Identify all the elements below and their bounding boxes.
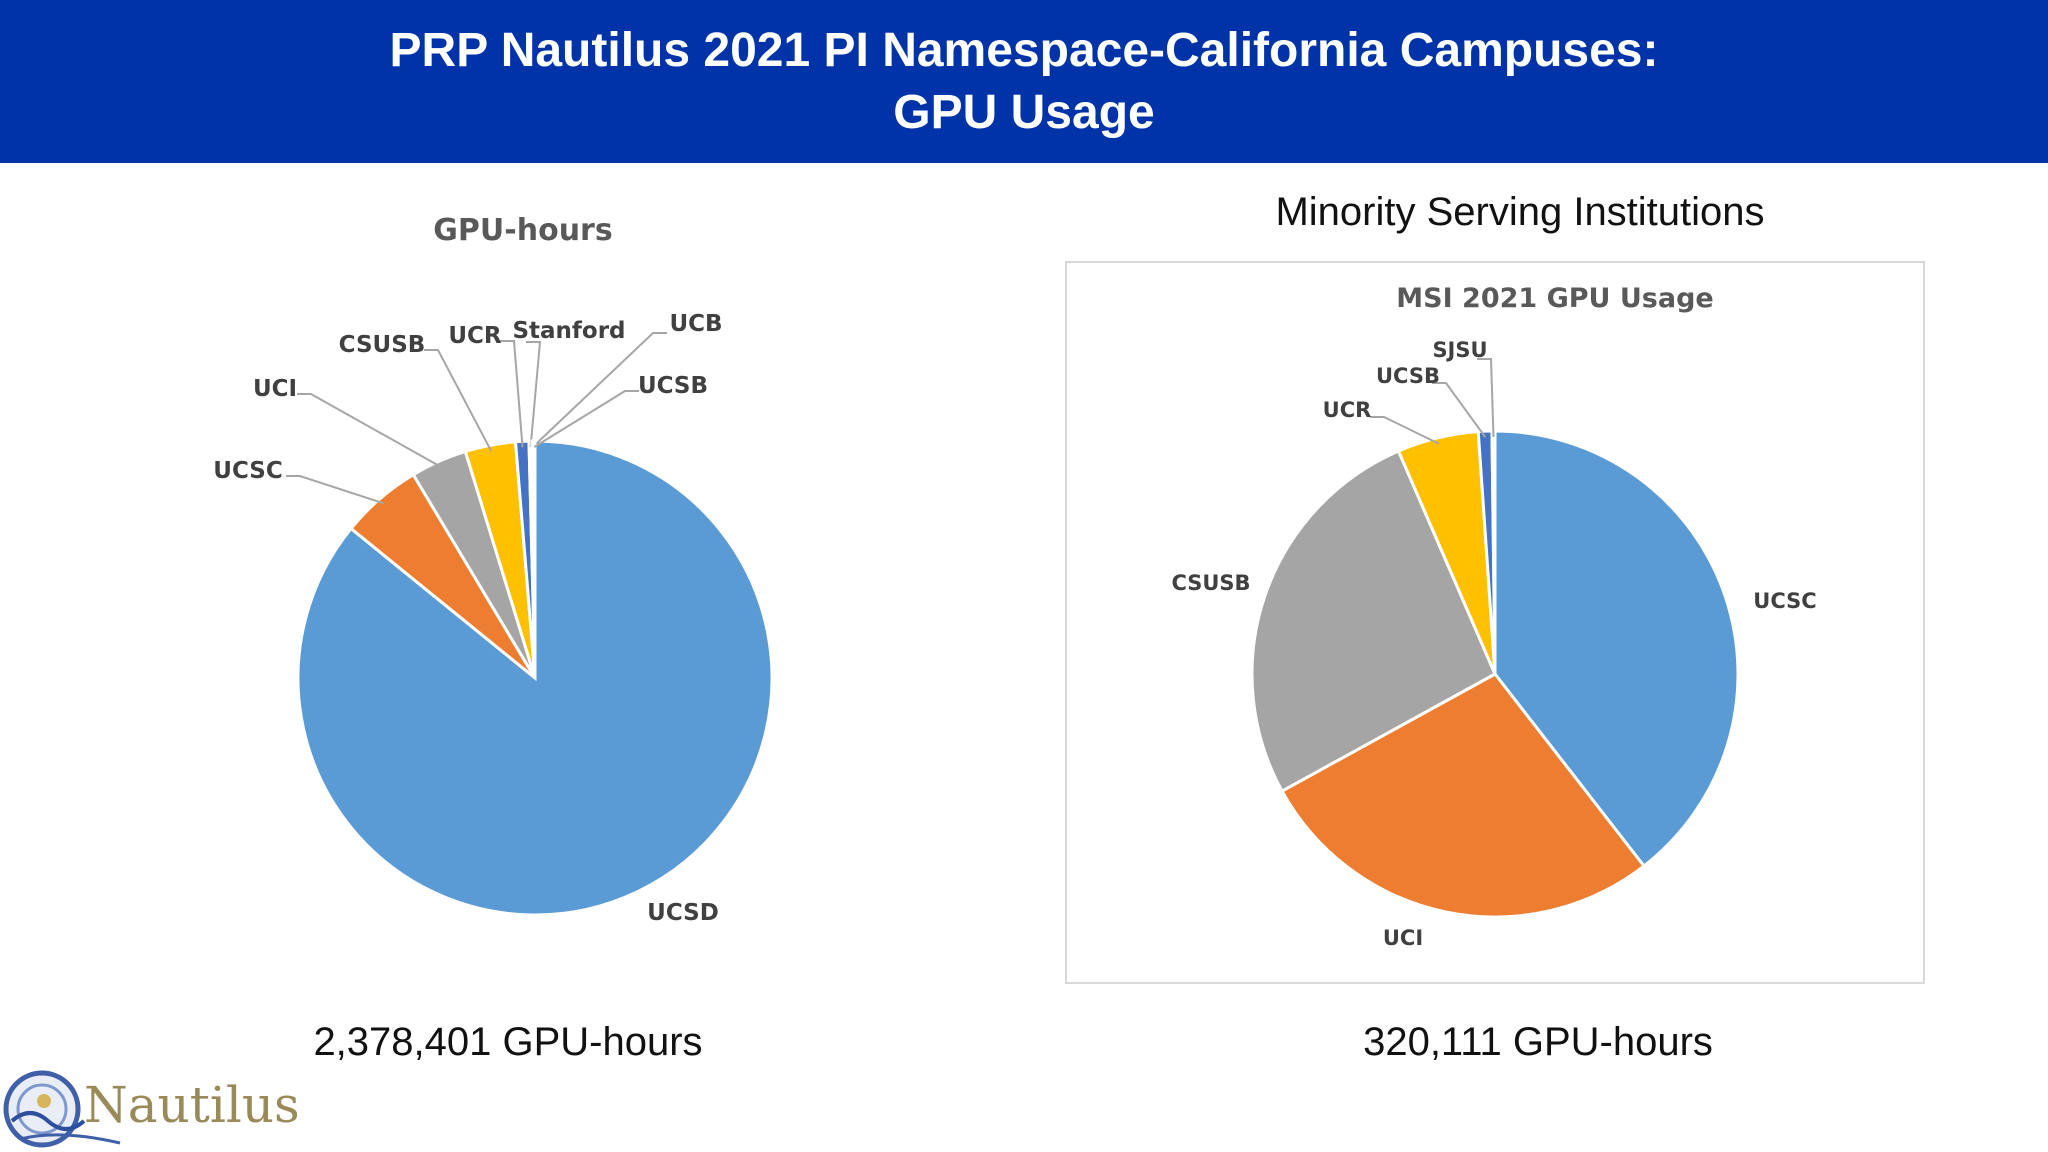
leader-line-ucsb [533, 390, 639, 448]
pie-slice-ucsc [1493, 429, 1740, 869]
nautilus-logo-text: Nautilus [84, 1076, 300, 1134]
slice-label-csusb: CSUSB [339, 332, 426, 358]
leader-line-sjsu [1477, 358, 1495, 438]
left-total-gpu-hours: 2,378,401 GPU-hours [313, 1020, 703, 1064]
slice-label-ucsb: UCSB [638, 373, 708, 399]
slice-label-stanford: Stanford [512, 318, 625, 344]
slice-label-ucsc: UCSC [213, 458, 282, 484]
header-banner: PRP Nautilus 2021 PI Namespace-Californi… [0, 0, 2048, 163]
pie-slice-ucsb [531, 439, 537, 679]
msi-heading: Minority Serving Institutions [1275, 190, 1765, 234]
header-title-line2: GPU Usage [893, 85, 1155, 139]
leader-line-ucb [532, 332, 667, 448]
slice-label-csusb: CSUSB [1171, 571, 1250, 595]
slice-label-ucsc: UCSC [1753, 589, 1816, 613]
chart-title: MSI 2021 GPU Usage [1396, 283, 1713, 314]
leader-line-ucsb [1432, 382, 1487, 438]
slice-label-uci: UCI [253, 376, 297, 402]
gpu-hours-pie-chart: GPU-hours UCSD UCSC UCI CSUSB UCR Stanford UCB U… [213, 213, 774, 926]
pie-slice-uci [1280, 672, 1647, 919]
leader-line-ucr [1370, 416, 1440, 445]
slice-label-ucsd: UCSD [647, 900, 719, 926]
msi-gpu-usage-pie-chart: MSI 2021 GPU Usage UCSC UCI CSUSB UCRUCSBSJS… [1171, 283, 1816, 950]
chart-title: GPU-hours [433, 213, 612, 248]
leader-line-ucr [500, 340, 524, 448]
slice-label-ucr: UCR [448, 323, 502, 349]
leader-line-uci [297, 393, 442, 468]
leader-line-csusb [424, 349, 493, 452]
slice-label-uci: UCI [1383, 926, 1423, 950]
nautilus-logo-emblem [3, 1070, 121, 1148]
slice-label-ucb: UCB [669, 311, 722, 337]
leader-line-stanford [526, 341, 542, 448]
right-total-gpu-hours: 320,111 GPU-hours [1363, 1020, 1713, 1064]
header-title-line1: PRP Nautilus 2021 PI Namespace-Californi… [389, 23, 1659, 77]
slice-label-ucsb: UCSB [1376, 364, 1440, 388]
slice-label-sjsu: SJSU [1432, 338, 1487, 362]
slice-label-ucr: UCR [1323, 398, 1372, 422]
leader-line-ucsc [286, 475, 385, 505]
msi-chart-frame [1065, 261, 1925, 984]
